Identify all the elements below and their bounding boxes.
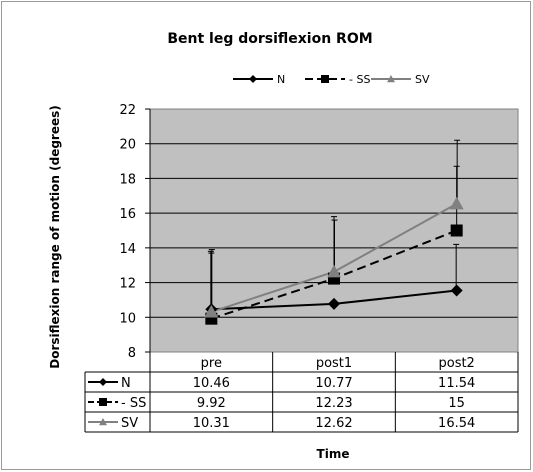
marker-N-2	[450, 284, 463, 297]
marker-SV-2	[449, 196, 464, 210]
x-tick-label-post1: post1	[316, 356, 352, 371]
legend-marker-N	[249, 75, 257, 83]
y-axis: 8 10 12 14 16 18 20 22	[119, 103, 151, 361]
marker-N-1	[328, 297, 340, 310]
table-key-marker-N	[99, 378, 107, 386]
legend-marker-SS	[321, 75, 329, 83]
marker-SV-1	[327, 264, 341, 278]
table-row-label-SV: SV	[121, 416, 138, 431]
y-tick-label-22: 22	[119, 103, 136, 118]
table-cell-SV-0: 10.31	[193, 416, 230, 431]
y-tick-label-12: 12	[119, 277, 136, 292]
x-axis-title: Time	[317, 447, 350, 461]
y-tick-label-18: 18	[119, 172, 136, 187]
marker-SS-2	[450, 224, 463, 237]
table-cell-SV-1: 12.62	[315, 416, 352, 431]
series-markers	[204, 196, 464, 325]
legend-label-SS: - SS	[349, 73, 370, 86]
table-cell-SS-2: 15	[448, 396, 465, 411]
y-tick-label-14: 14	[119, 242, 136, 257]
y-tick-label-20: 20	[119, 138, 136, 153]
y-tick-label-10: 10	[119, 311, 136, 326]
table-key-marker-SS	[99, 398, 107, 406]
table-row-label-SS: - SS	[121, 396, 146, 411]
legend-marker-SV	[387, 75, 395, 83]
table-cell-SV-2: 16.54	[438, 416, 475, 431]
table-cell-SS-1: 12.23	[315, 396, 352, 411]
table-key-marker-SV	[99, 418, 107, 426]
y-tick-label-16: 16	[119, 207, 136, 222]
marker-SV-0	[204, 304, 219, 318]
table-cell-N-1: 10.77	[315, 376, 352, 391]
x-tick-label-post2: post2	[438, 356, 474, 371]
chart-title: Bent leg dorsiflexion ROM	[167, 31, 372, 47]
x-tick-label-pre: pre	[201, 356, 222, 371]
table-cell-N-2: 11.54	[438, 376, 475, 391]
y-tick-label-8: 8	[128, 346, 136, 361]
table-cell-N-0: 10.46	[193, 376, 230, 391]
legend-label-N: N	[277, 73, 285, 86]
data-table: pre post1 post2 N 10.46 10.77 11.54 - SS 9.92 12.…	[84, 352, 519, 433]
legend: N - SS SV	[233, 73, 430, 86]
legend-label-SV: SV	[415, 73, 430, 86]
table-row-label-N: N	[121, 376, 131, 391]
y-axis-title: Dorsiflexion range of motion (degrees)	[48, 105, 62, 369]
table-cell-SS-0: 9.92	[197, 396, 226, 411]
